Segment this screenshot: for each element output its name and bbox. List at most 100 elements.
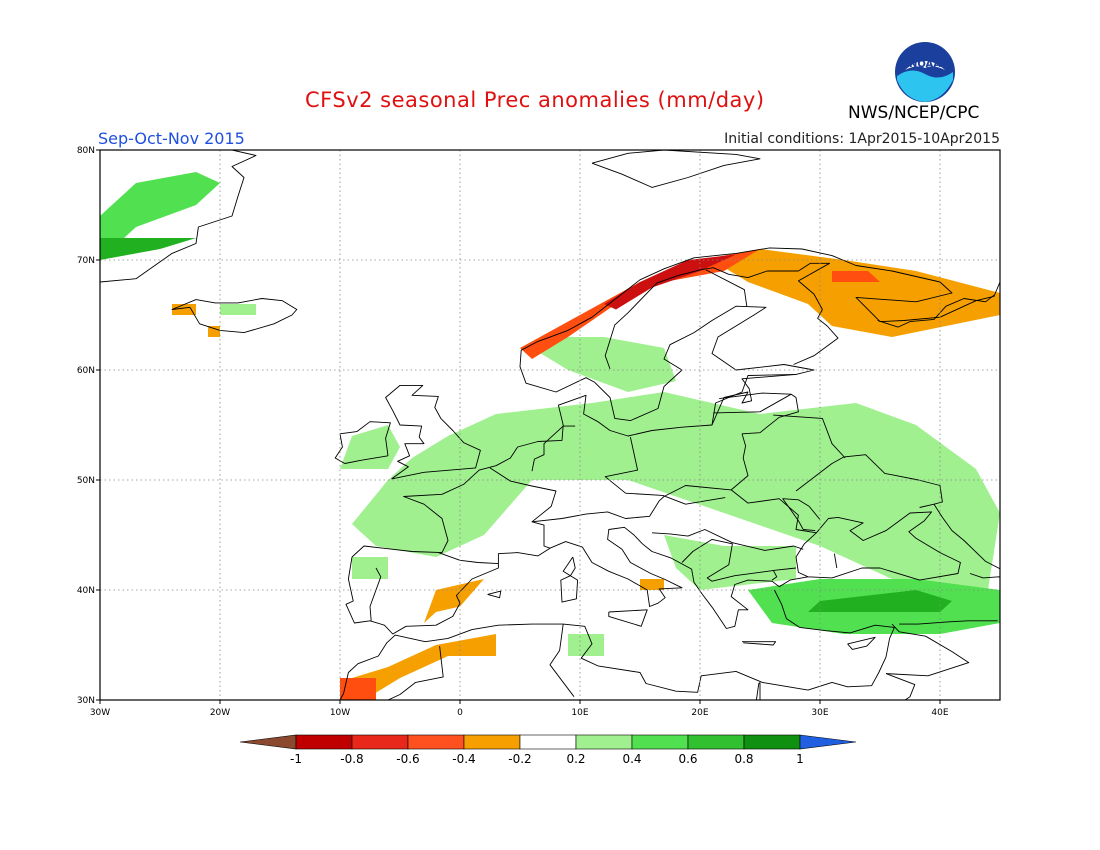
- axis-tick-layer: 30W 20W 10W 0 10E 20E 30E 40E 80N 70N 60N 50N 40N 30N: [77, 146, 949, 718]
- colorbar-segment: [351, 734, 409, 750]
- colorbar-segment: [463, 734, 521, 750]
- anomaly-layer: [100, 172, 1000, 700]
- colorbar-label: 0.2: [566, 752, 585, 766]
- anomaly-region: [532, 337, 676, 392]
- anomaly-region: [340, 678, 376, 700]
- anomaly-region: [220, 304, 256, 315]
- coastline: [711, 373, 797, 426]
- colorbar-segment: [631, 734, 689, 750]
- coastline: [171, 298, 298, 334]
- anomaly-region: [352, 557, 388, 579]
- coastline: [742, 641, 777, 646]
- map-frame: [99, 149, 1001, 701]
- colorbar-label: 0.6: [678, 752, 697, 766]
- coastline: [345, 511, 961, 635]
- season-label: Sep-Oct-Nov 2015: [98, 129, 245, 148]
- coastline: [1072, 189, 1100, 244]
- coastline: [847, 636, 876, 650]
- chart-title: CFSv2 seasonal Prec anomalies (mm/day): [305, 88, 765, 112]
- coastline: [833, 553, 838, 569]
- coastline: [385, 384, 481, 480]
- colorbar-label: -0.2: [508, 752, 531, 766]
- coastline: [773, 414, 846, 459]
- lat-tick-label: 40N: [77, 586, 95, 596]
- coastline: [351, 247, 1000, 558]
- coastline: [489, 467, 557, 549]
- anomaly-region: [100, 172, 220, 260]
- coastline: [339, 589, 895, 700]
- coastline: [100, 150, 257, 283]
- lat-tick-label: 60N: [77, 366, 95, 376]
- coastline: [899, 620, 998, 625]
- lon-tick-label: 20W: [210, 708, 230, 718]
- initial-conditions-label: Initial conditions: 1Apr2015-10Apr2015: [724, 131, 1000, 147]
- anomaly-region: [604, 254, 736, 310]
- colorbar-label: -0.4: [452, 752, 475, 766]
- coastline: [885, 673, 916, 700]
- lat-tick-label: 30N: [77, 696, 95, 706]
- coastline: [755, 682, 761, 700]
- coastline: [969, 573, 1000, 579]
- anomaly-region: [808, 590, 952, 612]
- lon-tick-label: 40E: [931, 708, 948, 718]
- colorbar-label: -1: [290, 752, 302, 766]
- coastline: [730, 433, 749, 491]
- coastline: [549, 624, 575, 697]
- coastline: [771, 569, 778, 581]
- coastline: [604, 437, 726, 505]
- gridline-layer: [100, 150, 1000, 700]
- coastline: [705, 269, 748, 307]
- anomaly-region: [340, 425, 400, 469]
- anomaly-region: [832, 271, 880, 282]
- colorbar-label: 0.8: [734, 752, 753, 766]
- lon-tick-label: 30W: [90, 708, 110, 718]
- anomaly-region: [208, 326, 220, 337]
- lon-tick-label: 0: [457, 708, 463, 718]
- colorbar-segment: [687, 734, 745, 750]
- coastline: [885, 623, 970, 677]
- coastline: [387, 646, 444, 700]
- colorbar-segment: [575, 734, 633, 750]
- coastline: [741, 393, 799, 435]
- lon-tick-label: 30E: [811, 708, 828, 718]
- coastline: [795, 454, 943, 508]
- lat-tick-label: 50N: [77, 476, 95, 486]
- anomaly-region: [100, 238, 196, 260]
- colorbar-label: -0.8: [340, 752, 363, 766]
- coastline: [438, 552, 499, 565]
- coastline: [531, 485, 817, 534]
- lon-tick-label: 20E: [691, 708, 708, 718]
- colorbar-segment: [407, 734, 465, 750]
- coastline: [713, 392, 792, 414]
- coastline: [591, 150, 761, 188]
- coastline: [1024, 535, 1066, 618]
- coastline: [560, 556, 579, 603]
- anomaly-region: [340, 634, 496, 700]
- lat-tick-label: 70N: [77, 256, 95, 266]
- coastline: [608, 609, 648, 627]
- colorbar-segment: [743, 734, 801, 750]
- lat-tick-label: 80N: [77, 146, 95, 156]
- coastline: [531, 425, 576, 472]
- anomaly-region: [568, 634, 604, 656]
- colorbar-label: 1: [796, 752, 804, 766]
- noaa-logo-icon: NOAA: [895, 42, 955, 102]
- lon-tick-label: 10E: [571, 708, 588, 718]
- colorbar-segment: [519, 734, 577, 750]
- coastline: [681, 538, 797, 582]
- coastline-layer: [100, 150, 1100, 700]
- agency-label: NWS/NCEP/CPC: [848, 103, 980, 123]
- colorbar-high-arrow: [799, 734, 857, 750]
- coastline: [487, 590, 502, 599]
- colorbar-label: 0.4: [622, 752, 641, 766]
- colorbar-label: -0.6: [396, 752, 419, 766]
- colorbar: -1 -0.8 -0.6 -0.4 -0.2 0.2 0.4 0.6 0.8 1: [239, 734, 857, 766]
- noaa-logo-text: NOAA: [909, 59, 941, 70]
- anomaly-region: [352, 392, 1000, 590]
- coastline: [651, 529, 804, 551]
- colorbar-segment: [295, 734, 353, 750]
- lon-tick-label: 10W: [330, 708, 350, 718]
- coastline: [604, 267, 799, 370]
- anomaly-region: [640, 579, 664, 590]
